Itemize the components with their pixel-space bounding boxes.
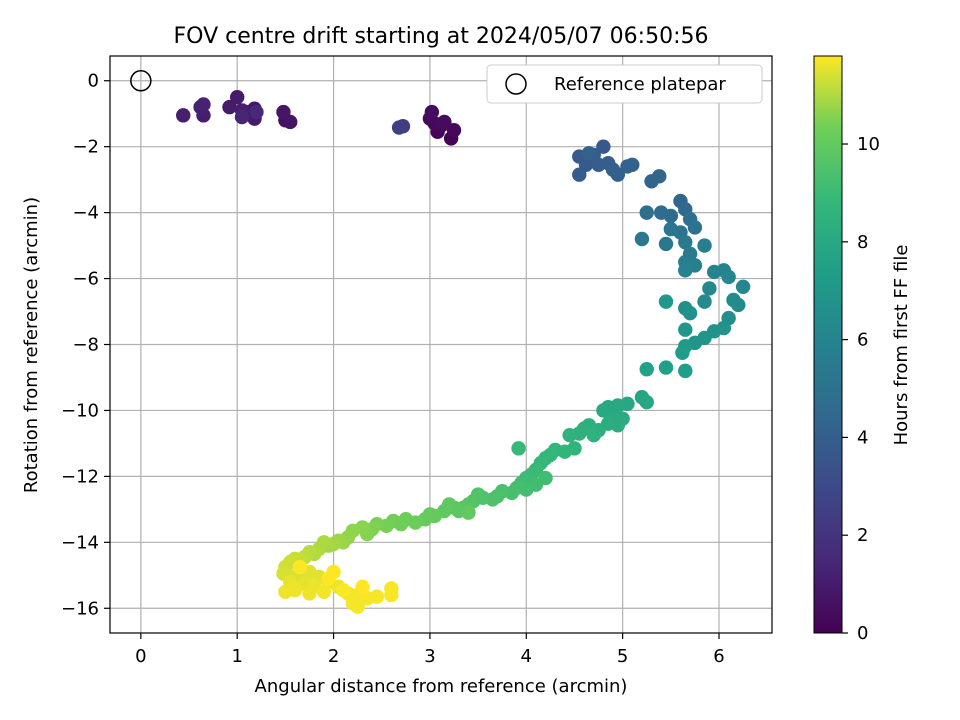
data-point [653,205,669,220]
data-point [321,571,336,586]
grid [110,56,772,633]
colorbar-tick-label: 4 [857,427,868,448]
data-point [634,231,650,247]
data-point [292,559,308,575]
y-tick-label: −10 [61,400,99,421]
data-point [249,104,264,120]
data-points [176,90,751,614]
data-point [391,120,407,135]
legend-reference-marker [505,73,527,95]
data-point [663,221,679,237]
data-point [697,238,712,253]
legend: Reference platepar [486,64,763,104]
data-point [437,114,452,130]
y-tick-label: −6 [72,269,99,290]
colorbar-tick-label: 0 [857,623,868,644]
y-tick-label: −4 [72,203,99,224]
chart-title: FOV centre drift starting at 2024/05/07 … [174,24,709,49]
data-point [316,584,332,599]
data-point [350,599,365,614]
data-point [644,174,659,189]
x-tick-label: 4 [521,646,532,667]
data-point [697,294,712,309]
y-tick-label: −12 [61,466,99,487]
reference-platepar-marker [130,69,152,92]
data-point [562,427,577,443]
data-point [572,167,587,182]
y-tick-label: 0 [88,71,99,92]
y-tick-label: −2 [72,137,99,158]
data-point [658,236,674,252]
x-tick-label: 6 [713,646,724,667]
y-tick-label: −16 [61,598,99,619]
data-point [369,589,385,604]
data-point [687,220,703,235]
colorbar-tick-label: 10 [857,134,880,155]
data-point [335,582,351,598]
data-point [678,322,693,337]
data-point [678,263,693,278]
data-point [721,269,736,285]
colorbar-tick-label: 2 [857,525,868,546]
legend-reference-label: Reference platepar [554,74,726,95]
data-point [196,97,211,112]
y-axis-label: Rotation from reference (arcmin) [21,197,42,493]
data-point [229,90,245,105]
legend-box [486,64,763,104]
data-point [735,279,751,294]
data-point [625,157,640,173]
x-axis-label: Angular distance from reference (arcmin) [255,676,628,697]
colorbar-tick-label: 6 [857,330,868,351]
data-point [586,427,601,443]
data-point [446,122,462,138]
x-tick-label: 5 [617,646,628,667]
data-point [222,99,237,115]
data-point [276,104,291,120]
colorbar [813,55,843,634]
data-point [355,579,370,595]
data-point [658,294,674,309]
x-tick-label: 3 [424,646,435,667]
data-point [461,505,476,520]
data-point [682,305,698,321]
x-axis-ticks: 0 1 2 3 4 5 6 [135,633,725,667]
data-point [702,281,717,296]
data-point [639,205,654,220]
data-point [678,363,693,379]
colorbar-ticks: 0 2 4 6 8 10 [842,134,880,644]
data-point [424,104,440,120]
data-point [675,345,690,360]
data-point [678,235,693,250]
data-point [639,362,654,377]
data-point [731,297,746,313]
colorbar-label: Hours from first FF file [891,245,912,446]
data-point [610,167,626,182]
y-tick-label: −8 [72,335,99,356]
data-point [581,146,597,161]
y-axis-ticks: 0 −2 −4 −6 −8 −10 −12 −14 −16 [61,71,110,619]
y-tick-label: −14 [61,532,99,553]
x-tick-label: 0 [135,646,146,667]
x-tick-label: 1 [231,646,242,667]
data-point [278,584,293,599]
data-point [511,441,526,456]
colorbar-tick-label: 8 [857,232,868,253]
data-point [302,586,317,601]
data-point [384,581,399,596]
data-point [176,108,191,123]
data-point [234,109,250,125]
data-point [658,360,674,375]
data-point [639,395,654,410]
x-tick-label: 2 [328,646,339,667]
data-point [596,139,611,154]
